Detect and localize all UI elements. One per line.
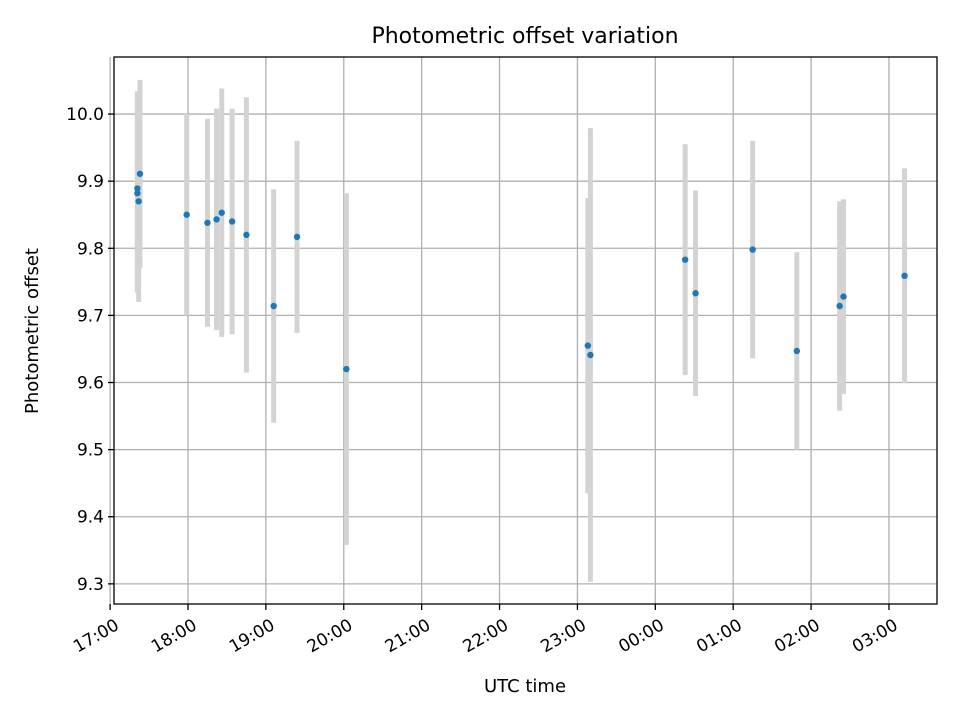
plot-frame <box>113 56 938 605</box>
data-point <box>218 209 225 216</box>
y-tick-label: 9.7 <box>77 306 104 326</box>
data-point <box>293 233 301 241</box>
data-point <box>836 302 843 310</box>
data-point <box>749 246 756 253</box>
data-point <box>213 216 220 223</box>
data-point <box>343 365 350 373</box>
y-tick-label: 9.9 <box>77 172 104 192</box>
data-point <box>135 198 142 205</box>
data-point <box>901 272 908 279</box>
data-point <box>587 351 594 359</box>
data-point <box>134 190 141 197</box>
grid-layer <box>109 57 937 604</box>
y-tick-label: 9.8 <box>77 239 104 259</box>
y-tick-label: 9.4 <box>77 508 104 528</box>
point-layer <box>134 170 908 373</box>
data-point <box>681 256 689 263</box>
data-point <box>183 211 190 218</box>
data-point <box>228 218 236 225</box>
data-point <box>793 347 801 355</box>
data-point <box>840 293 847 300</box>
data-point <box>134 185 141 192</box>
y-tick-label: 9.5 <box>77 441 104 461</box>
data-point <box>270 302 277 310</box>
y-axis-ticks: 9.3 9.4 9.5 9.6 9.7 9.8 9.9 10.0 <box>66 105 114 595</box>
data-point <box>204 219 211 226</box>
y-tick-label: 10.0 <box>66 105 104 125</box>
y-tick-label: 9.3 <box>77 575 104 595</box>
x-axis-label: UTC time <box>484 676 566 697</box>
data-point <box>136 170 144 177</box>
y-axis-label: Photometric offset <box>22 248 43 414</box>
data-point <box>692 290 699 297</box>
y-tick-label: 9.6 <box>77 374 104 394</box>
data-point <box>584 342 592 349</box>
data-point <box>243 231 250 239</box>
chart-title: Photometric offset variation <box>371 24 678 49</box>
